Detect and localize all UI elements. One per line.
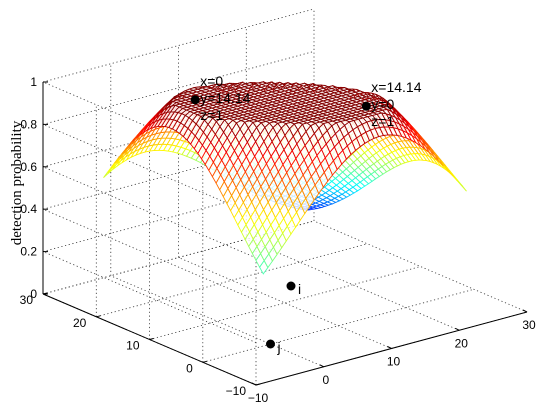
y-tick-label: 0 xyxy=(186,361,193,375)
floor-grid-line xyxy=(202,288,474,363)
side-wall-grid-line xyxy=(42,220,315,295)
z-tick-label: 0 xyxy=(30,287,37,301)
side-wall-grid-line xyxy=(42,8,315,83)
x-tick-label: 30 xyxy=(522,318,536,332)
y-tick xyxy=(149,338,154,340)
side-wall-grid-line xyxy=(42,178,315,252)
z-tick-label: 1 xyxy=(30,75,37,89)
y-tick-label: 20 xyxy=(73,316,87,330)
x-tick xyxy=(319,364,325,368)
floor-grid-line xyxy=(149,266,421,340)
floor-grid-line xyxy=(313,220,528,313)
surface-cell xyxy=(457,180,467,192)
x-tick xyxy=(387,346,392,349)
z-tick-label: 0.2 xyxy=(20,245,37,259)
floor-grid-line xyxy=(178,257,392,349)
side-wall-grid-line xyxy=(42,51,315,125)
peak-marker xyxy=(361,101,371,111)
sensor-marker xyxy=(266,339,275,349)
z-tick-label: 0.8 xyxy=(20,117,37,131)
axes xyxy=(42,81,528,386)
y-tick-label: −10 xyxy=(226,384,247,398)
back-wall-grid-line xyxy=(42,251,257,343)
floor-grid-line xyxy=(110,275,324,368)
peak-annotation-line: x=0 xyxy=(200,73,223,89)
z-tick-label: 0.6 xyxy=(20,160,37,174)
floor-grid-line xyxy=(96,243,368,318)
y-tick-label: 30 xyxy=(20,293,34,307)
peak-annotation-line: y=0 xyxy=(371,96,394,112)
sensor-label: i xyxy=(298,281,301,297)
back-wall-grid-line xyxy=(42,124,257,216)
x-tick xyxy=(522,309,528,313)
peak-annotation-line: x=14.14 xyxy=(371,79,421,95)
peak-annotation-line: y=14.14 xyxy=(200,90,250,106)
x-tick xyxy=(455,327,460,331)
x-tick-label: 0 xyxy=(322,373,329,387)
peak-annotation-line: z=1 xyxy=(200,107,223,123)
surface-mesh xyxy=(103,81,467,275)
data-points xyxy=(190,95,371,349)
x-tick-label: 20 xyxy=(455,336,469,350)
back-wall-grid-line xyxy=(42,208,257,301)
x-tick-label: 10 xyxy=(387,355,401,369)
x-tick xyxy=(251,382,257,386)
z-tick-label: 0.4 xyxy=(20,202,37,216)
y-tick xyxy=(96,315,101,318)
floor-grid-line xyxy=(246,238,460,331)
y-tick xyxy=(255,383,261,386)
labels: −100102030−10010203000.20.40.60.81jix=0y… xyxy=(20,73,536,405)
x-tick-label: −10 xyxy=(248,391,269,405)
back-wall-grid-line xyxy=(42,166,257,259)
y-tick-label: 10 xyxy=(126,339,140,353)
side-wall-grid-line xyxy=(42,93,315,168)
y-tick xyxy=(202,360,207,363)
sensor-marker xyxy=(286,281,296,291)
sensor-label: j xyxy=(277,339,281,355)
peak-annotation-line: z=1 xyxy=(371,113,394,129)
peak-marker xyxy=(190,95,200,105)
z-axis-label: detection probability xyxy=(9,120,25,245)
side-wall-grid-line xyxy=(42,135,315,210)
